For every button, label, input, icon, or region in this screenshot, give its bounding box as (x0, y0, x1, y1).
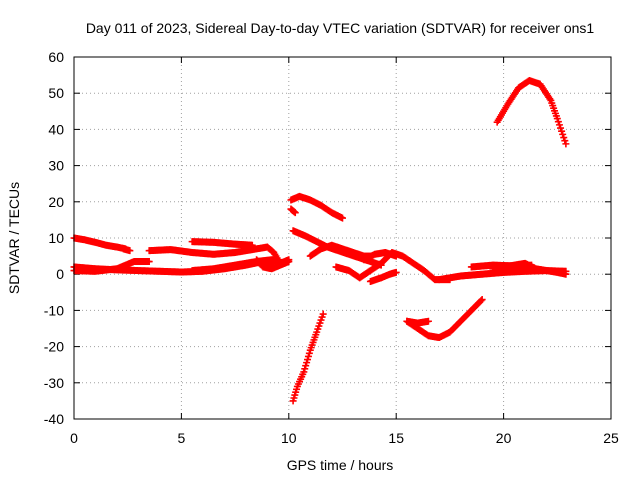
series-arc-t (489, 259, 570, 278)
x-tick-label: 15 (388, 430, 404, 446)
data-point (424, 317, 432, 325)
data-point (339, 214, 346, 222)
y-tick-label: -40 (44, 411, 64, 427)
data-point (126, 247, 134, 255)
data-point (319, 310, 327, 318)
data-point (558, 127, 566, 135)
series-arc-j (289, 310, 327, 405)
plot-frame (73, 56, 612, 420)
data-marks (70, 77, 570, 405)
y-tick-label: 40 (48, 121, 64, 137)
y-tick-label: 20 (48, 194, 64, 210)
ticks: 0 5 10 15 20 25 -40 -30 -20 -10 0 10 20 30 40 50 60 (44, 49, 619, 446)
y-tick-label: 30 (48, 158, 64, 174)
x-tick-label: 25 (603, 430, 619, 446)
data-point (562, 270, 570, 278)
data-point (291, 209, 299, 217)
data-point (553, 115, 561, 123)
x-tick-label: 0 (70, 430, 78, 446)
data-point (392, 268, 400, 276)
y-axis-label: SDTVAR / TECUs (6, 182, 22, 294)
grid (74, 57, 611, 419)
series-arc-h (287, 205, 299, 217)
series-arc-o (366, 268, 400, 285)
y-tick-label: -30 (44, 375, 64, 391)
series-arc-f (188, 238, 256, 249)
x-tick-label: 5 (178, 430, 186, 446)
series-arc-a (70, 234, 130, 253)
data-point (554, 118, 562, 126)
y-tick-label: -20 (44, 339, 64, 355)
data-point (557, 124, 565, 132)
series-arc-q (403, 296, 486, 342)
data-point (561, 137, 569, 145)
x-axis-label: GPS time / hours (287, 457, 394, 473)
data-point (560, 134, 568, 142)
data-point (559, 130, 567, 138)
y-tick-label: 60 (48, 49, 64, 65)
series-arc-i (287, 192, 346, 222)
data-point (248, 241, 256, 249)
series-arc-n (360, 248, 400, 264)
data-point (562, 140, 570, 148)
series-arc-g (253, 256, 293, 273)
data-point (145, 258, 153, 266)
y-tick-label: 10 (48, 230, 64, 246)
series-arc-c (70, 258, 153, 275)
x-tick-label: 10 (281, 430, 297, 446)
y-tick-label: 0 (56, 266, 64, 282)
data-point (477, 297, 485, 305)
y-tick-label: 50 (48, 85, 64, 101)
data-point (285, 258, 293, 266)
series-arc-u (493, 77, 570, 148)
chart-title: Day 011 of 2023, Sidereal Day-to-day VTE… (86, 20, 595, 36)
x-tick-label: 20 (496, 430, 512, 446)
y-tick-label: -10 (44, 302, 64, 318)
data-point (555, 121, 563, 129)
data-point (478, 296, 486, 304)
data-point (392, 252, 400, 260)
series-arc-a2 (119, 245, 134, 255)
